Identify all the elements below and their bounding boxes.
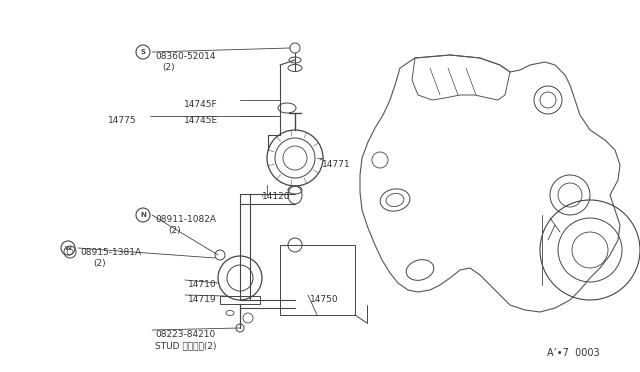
Text: A’•7  0003: A’•7 0003 bbox=[547, 348, 600, 358]
Text: W: W bbox=[65, 246, 72, 250]
Text: 14719: 14719 bbox=[188, 295, 216, 304]
Text: (2): (2) bbox=[93, 259, 106, 268]
Text: S: S bbox=[141, 49, 145, 55]
Text: N: N bbox=[140, 212, 146, 218]
Text: 14775: 14775 bbox=[108, 116, 136, 125]
Text: 08911-1082A: 08911-1082A bbox=[155, 215, 216, 224]
Bar bbox=[280, 245, 355, 315]
Text: 08360-52014: 08360-52014 bbox=[155, 52, 216, 61]
Text: 14745E: 14745E bbox=[184, 116, 218, 125]
Text: 08915-1381A: 08915-1381A bbox=[80, 248, 141, 257]
Text: 14745F: 14745F bbox=[184, 100, 218, 109]
Text: STUD スタッド(2): STUD スタッド(2) bbox=[155, 341, 216, 350]
Text: 14710: 14710 bbox=[188, 280, 216, 289]
Text: 14120: 14120 bbox=[262, 192, 291, 201]
Text: 14771: 14771 bbox=[322, 160, 351, 169]
Text: (2): (2) bbox=[168, 226, 180, 235]
Text: (2): (2) bbox=[162, 63, 175, 72]
Bar bbox=[220, 296, 260, 304]
Text: 08223-84210: 08223-84210 bbox=[155, 330, 215, 339]
Text: 14750: 14750 bbox=[310, 295, 339, 304]
